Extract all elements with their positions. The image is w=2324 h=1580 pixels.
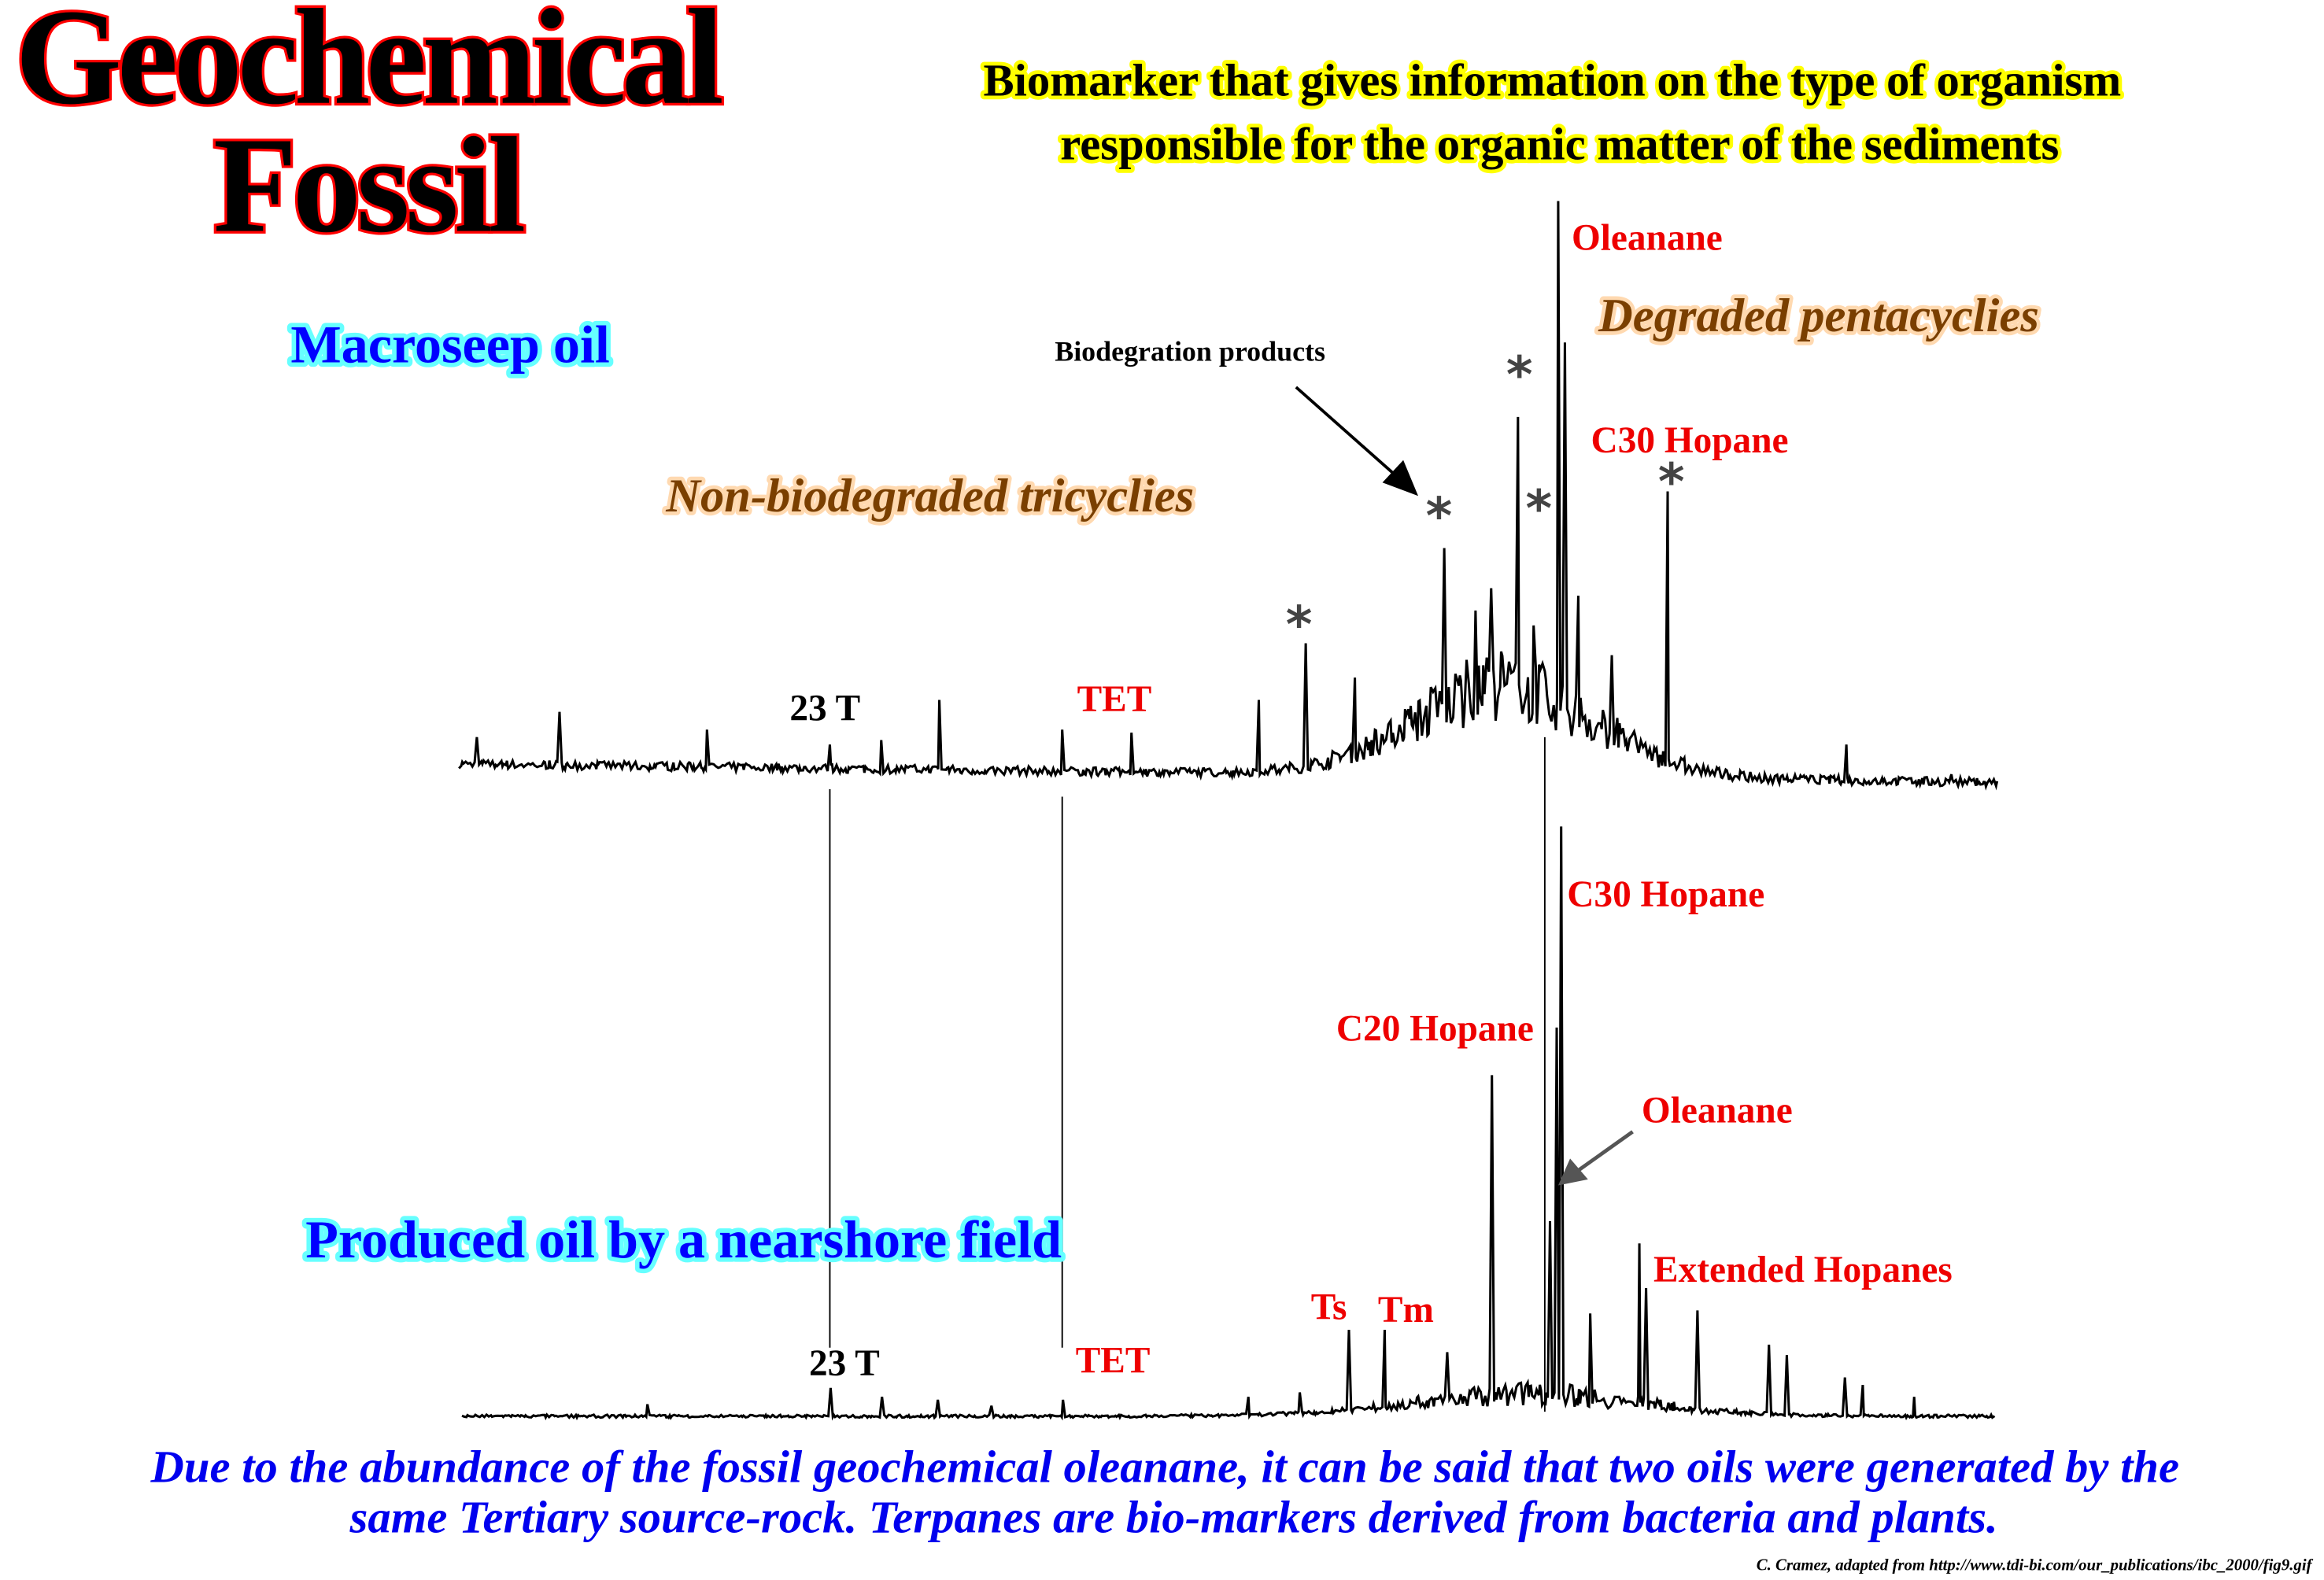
headline-line-2: responsible for the organic matter of th… [1060, 119, 2059, 170]
asterisk-marker: * [1506, 345, 1533, 404]
biodegradation-arrow [1295, 386, 1419, 497]
asterisk-marker: * [1658, 453, 1685, 512]
bottom-c30-hopane-label: C30 Hopane [1567, 874, 1764, 915]
ts-label: Ts [1311, 1287, 1347, 1327]
produced-oil-label: Produced oil by a nearshore field [305, 1209, 1062, 1269]
top-c30-hopane-label: C30 Hopane [1591, 420, 1789, 461]
tm-label: Tm [1378, 1290, 1434, 1331]
oleanane-arrow [1557, 1130, 1634, 1186]
asterisk-marker: * [1426, 487, 1453, 546]
top-chromatogram-trace [458, 201, 1999, 791]
asterisk-marker: * [1525, 480, 1552, 539]
top-tet-label: TET [1077, 679, 1152, 720]
bottom-tet-label: TET [1076, 1340, 1151, 1381]
degraded-label: Degraded pentacyclies [1598, 290, 2039, 342]
headline-line-1: Biomarker that gives information on the … [984, 54, 2122, 105]
top-23t-label: 23 T [789, 688, 860, 729]
bottom-oleanane-label: Oleanane [1642, 1090, 1793, 1131]
caption-line-1: Due to the abundance of the fossil geoch… [150, 1441, 2180, 1492]
biodegradation-label: Biodegration products [1055, 336, 1325, 367]
asterisk-marker: * [1286, 596, 1313, 655]
c20-hopane-label: C20 Hopane [1336, 1008, 1534, 1049]
title: Geochemical Fossil [13, 0, 729, 264]
non-biodegraded-label: Non-biodegraded tricyclies [665, 470, 1194, 522]
title-line-1: Geochemical [15, 0, 722, 133]
macroseep-oil-label: Macroseep oil [290, 314, 610, 374]
caption-line-2: same Tertiary source-rock. Terpanes are … [349, 1492, 1998, 1543]
extended-hopanes-label: Extended Hopanes [1653, 1250, 1953, 1290]
bottom-chromatogram-trace [461, 826, 1996, 1421]
title-line-2: Fossil [213, 109, 524, 261]
top-oleanane-label: Oleanane [1572, 217, 1723, 258]
bottom-23t-label: 23 T [809, 1343, 880, 1384]
credit: C. Cramez, adapted from http://www.tdi-b… [1757, 1556, 2314, 1574]
